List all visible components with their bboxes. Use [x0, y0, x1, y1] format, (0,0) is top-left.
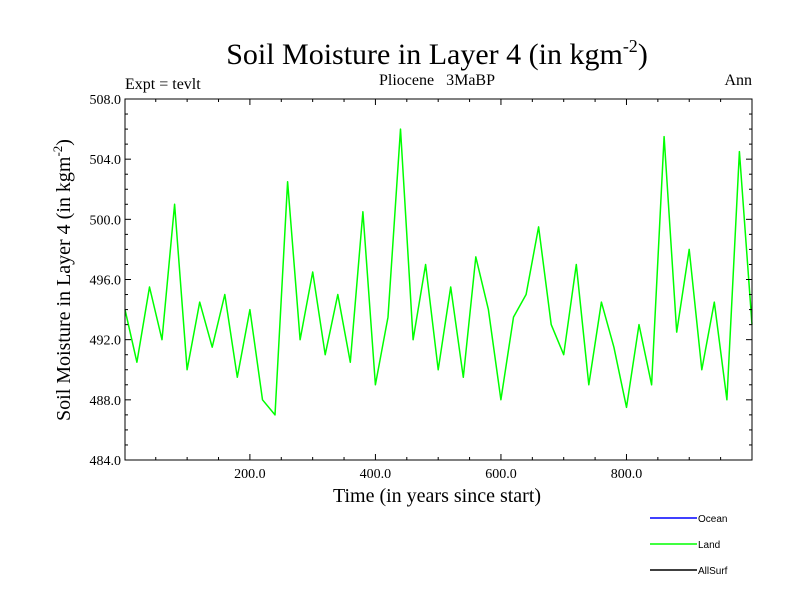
- svg-text:Soil Moisture in Layer 4 (in k: Soil Moisture in Layer 4 (in kgm-2): [226, 36, 648, 71]
- y-tick-label: 484.0: [90, 454, 122, 469]
- y-tick-label: 504.0: [90, 153, 122, 168]
- subtitle-left: Expt = tevlt: [125, 76, 201, 93]
- y-tick-label: 500.0: [90, 213, 122, 228]
- svg-text:Soil Moisture in Layer 4 (in k: Soil Moisture in Layer 4 (in kgm-2): [50, 139, 75, 421]
- y-tick-label: 496.0: [90, 274, 122, 289]
- plot-frame: [124, 98, 753, 461]
- x-tick-label: 400.0: [360, 467, 392, 482]
- x-axis-label: Time (in years since start): [333, 485, 541, 507]
- y-axis-label-superscript: -2: [50, 146, 65, 157]
- title-end: ): [638, 38, 648, 71]
- legend-label-allsurf: AllSurf: [698, 566, 728, 577]
- axis-ticks: 484.0 488.0 492.0 496.0 500.0 504.0 508.0 200.0…: [90, 93, 752, 482]
- y-tick-label: 508.0: [90, 93, 122, 108]
- legend-label-ocean: Ocean: [698, 514, 727, 525]
- title: Soil Moisture in Layer 4 (in kgm-2): [226, 36, 648, 71]
- legend-label-land: Land: [698, 540, 720, 551]
- plot-area: [124, 128, 753, 416]
- x-tick-label: 600.0: [485, 467, 517, 482]
- y-axis-label-end: ): [53, 139, 75, 146]
- y-tick-label: 492.0: [90, 334, 122, 349]
- y-tick-label: 488.0: [90, 394, 122, 409]
- x-tick-label: 200.0: [234, 467, 266, 482]
- x-tick-label: 800.0: [611, 467, 643, 482]
- subtitle-right: Ann: [724, 72, 752, 89]
- series-line-land: [124, 128, 753, 416]
- title-main: Soil Moisture in Layer 4 (in kgm: [226, 38, 623, 71]
- title-superscript: -2: [623, 36, 638, 56]
- y-axis-label-main: Soil Moisture in Layer 4 (in kgm: [53, 156, 75, 421]
- legend: Ocean Land AllSurf: [650, 514, 728, 577]
- subtitle-center: Pliocene 3MaBP: [379, 72, 495, 89]
- y-axis-label: Soil Moisture in Layer 4 (in kgm-2): [50, 139, 75, 421]
